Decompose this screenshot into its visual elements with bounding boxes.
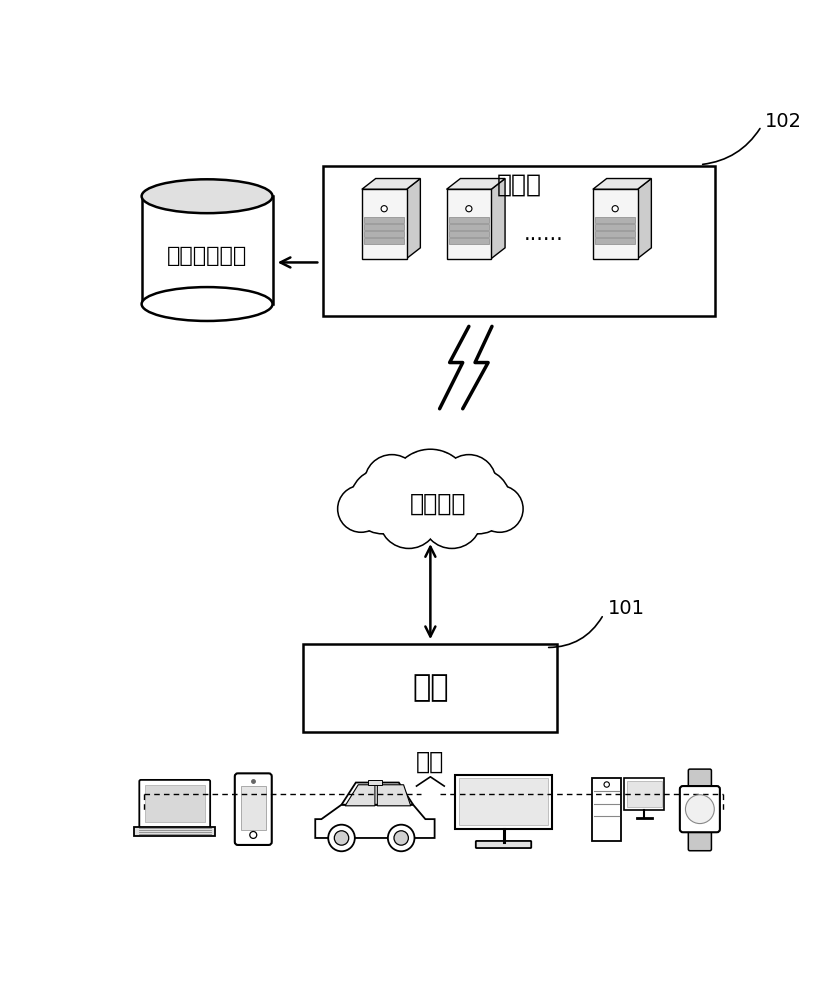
FancyBboxPatch shape	[241, 786, 266, 830]
Ellipse shape	[142, 179, 273, 213]
Circle shape	[477, 487, 522, 531]
Text: 例如: 例如	[416, 749, 445, 773]
FancyBboxPatch shape	[367, 780, 382, 785]
Circle shape	[366, 456, 418, 508]
FancyBboxPatch shape	[456, 774, 552, 829]
Polygon shape	[364, 231, 404, 237]
FancyBboxPatch shape	[624, 778, 664, 810]
Circle shape	[442, 455, 496, 509]
Polygon shape	[362, 189, 407, 259]
Polygon shape	[315, 805, 435, 838]
FancyBboxPatch shape	[139, 780, 210, 828]
Circle shape	[394, 831, 409, 845]
Circle shape	[351, 469, 415, 533]
Circle shape	[423, 490, 482, 548]
FancyBboxPatch shape	[459, 778, 548, 825]
Polygon shape	[593, 189, 638, 259]
Circle shape	[339, 487, 383, 531]
Polygon shape	[595, 231, 635, 237]
Polygon shape	[449, 231, 489, 237]
Circle shape	[443, 456, 495, 508]
Text: 102: 102	[765, 112, 802, 131]
Polygon shape	[638, 179, 651, 259]
Polygon shape	[378, 785, 411, 806]
FancyBboxPatch shape	[688, 828, 711, 851]
Polygon shape	[595, 224, 635, 230]
Circle shape	[250, 831, 257, 838]
FancyBboxPatch shape	[142, 196, 273, 304]
Circle shape	[612, 206, 618, 212]
Ellipse shape	[142, 287, 273, 321]
Polygon shape	[595, 217, 635, 223]
FancyBboxPatch shape	[688, 769, 711, 792]
FancyBboxPatch shape	[235, 773, 272, 845]
Polygon shape	[341, 783, 413, 805]
Polygon shape	[364, 224, 404, 230]
Polygon shape	[593, 179, 651, 189]
Polygon shape	[364, 217, 404, 223]
FancyBboxPatch shape	[304, 644, 557, 732]
Circle shape	[388, 825, 414, 851]
Text: 数据存储系统: 数据存储系统	[167, 246, 248, 266]
Polygon shape	[407, 179, 420, 259]
Circle shape	[392, 451, 469, 528]
Circle shape	[447, 470, 509, 532]
Text: 服务器: 服务器	[497, 173, 541, 197]
Circle shape	[381, 206, 388, 212]
Polygon shape	[595, 238, 635, 244]
FancyBboxPatch shape	[322, 166, 716, 316]
Circle shape	[334, 831, 349, 845]
FancyBboxPatch shape	[627, 781, 662, 807]
Polygon shape	[491, 179, 505, 259]
Circle shape	[352, 470, 414, 532]
FancyBboxPatch shape	[134, 827, 215, 836]
Circle shape	[446, 469, 510, 533]
Circle shape	[328, 825, 355, 851]
Polygon shape	[345, 785, 375, 806]
FancyBboxPatch shape	[144, 785, 205, 822]
Polygon shape	[362, 179, 420, 189]
Circle shape	[379, 490, 438, 548]
Circle shape	[390, 450, 471, 530]
Circle shape	[365, 455, 419, 509]
Circle shape	[466, 206, 472, 212]
Polygon shape	[364, 238, 404, 244]
FancyBboxPatch shape	[476, 841, 531, 848]
FancyBboxPatch shape	[592, 778, 622, 841]
Text: 终端: 终端	[412, 673, 449, 702]
Text: ......: ......	[524, 224, 564, 244]
Polygon shape	[446, 179, 505, 189]
Circle shape	[381, 491, 437, 547]
Text: 通信网络: 通信网络	[409, 491, 466, 515]
Text: 101: 101	[607, 599, 644, 618]
Polygon shape	[449, 217, 489, 223]
Polygon shape	[449, 238, 489, 244]
Polygon shape	[449, 224, 489, 230]
Circle shape	[338, 486, 384, 532]
Circle shape	[477, 486, 523, 532]
Polygon shape	[446, 189, 491, 259]
FancyBboxPatch shape	[680, 786, 720, 832]
Circle shape	[604, 782, 609, 787]
Circle shape	[424, 491, 480, 547]
Circle shape	[685, 795, 714, 824]
